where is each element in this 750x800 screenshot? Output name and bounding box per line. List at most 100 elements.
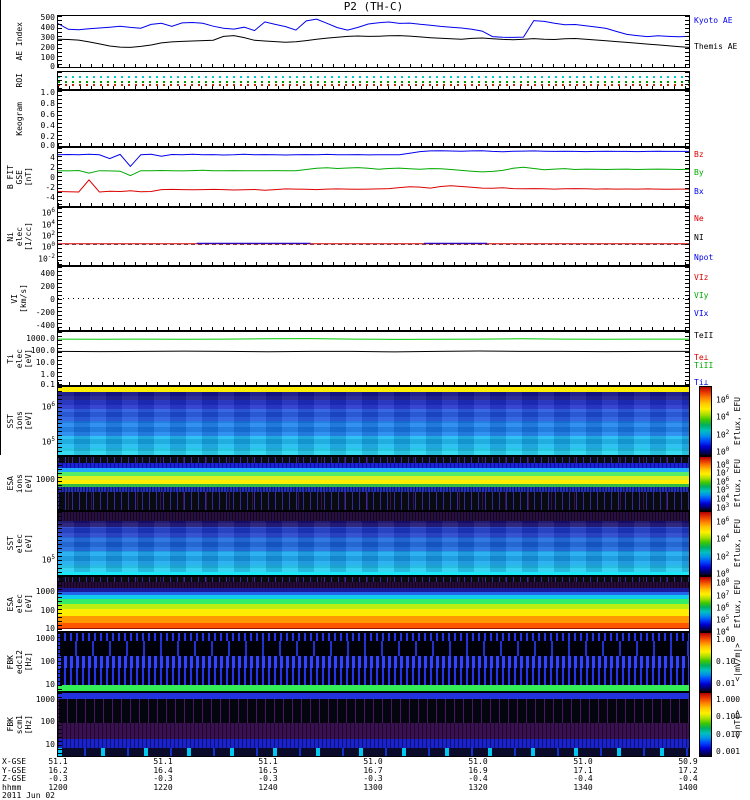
fbk-scm1-plot <box>57 692 690 757</box>
bfit-ytick: 0 <box>50 173 55 182</box>
temp-ytick: 1000.0 <box>26 334 55 344</box>
x-major-tick <box>0 235 1 240</box>
x-major-tick <box>0 255 1 260</box>
x-major-tick <box>0 245 1 250</box>
keogram-ytick: 1.0 <box>40 88 55 98</box>
sst-elec-band-2 <box>58 527 689 538</box>
x-major-tick <box>0 380 1 385</box>
sst-elec-axis-label-line: [eV] <box>23 533 33 554</box>
fbk-edc12-axis-label-line: FBK <box>5 654 15 670</box>
x-major-tick <box>0 450 1 455</box>
x-major-tick <box>0 330 1 335</box>
fbk-edc12-ytick: 1000 <box>35 634 55 643</box>
x-major-tick <box>0 240 1 245</box>
x-major-tick <box>0 130 1 135</box>
esa-ions-ytick: 1000 <box>35 475 55 485</box>
fbk-scm1-colorbar-unit: <|nT|> <box>733 692 742 757</box>
legend-VIz: VIz <box>694 273 709 283</box>
roi-plot <box>57 71 690 90</box>
keogram-ytick: 0.0 <box>40 141 55 151</box>
x-major-tick <box>0 165 1 170</box>
bfit-axis-label-line: [nT] <box>23 167 33 187</box>
esa-elec-colorbar-unit-text: Eflux, EFU <box>733 579 742 629</box>
esa-ions-band-4 <box>58 476 689 481</box>
fbk-edc12-colorbar-unit: <|mV/m|> <box>733 632 742 692</box>
x-major-tick <box>0 310 1 315</box>
bfit-axis-label-line: B FIT <box>5 164 15 190</box>
series-TiII <box>58 338 689 340</box>
x-major-tick <box>0 405 1 410</box>
axis-value-Y-GSE-6: 17.2 <box>678 765 698 775</box>
esa-ions-band-6 <box>58 484 689 488</box>
x-major-tick <box>0 355 1 360</box>
ni-ytick: 102 <box>41 229 55 241</box>
x-major-tick <box>0 195 1 200</box>
x-major-tick <box>0 95 1 100</box>
x-major-tick <box>0 60 1 65</box>
axis-value-Y-GSE-5: 17.1 <box>573 765 593 775</box>
x-major-tick <box>0 265 1 270</box>
esa-ions-colorbar-tick: 103 <box>716 501 730 513</box>
esa-ions-band-2 <box>58 468 689 473</box>
x-major-tick <box>0 75 1 80</box>
esa-elec-band-4 <box>58 595 689 600</box>
esa-elec-colorbar-unit: Eflux, EFU <box>733 576 742 632</box>
sst-ions-colorbar-tick: 106 <box>716 393 730 405</box>
axis-value-Z-GSE-4: -0.4 <box>468 774 488 783</box>
bfit-ytick: 4 <box>50 153 55 163</box>
temp-ytick: 1.0 <box>40 369 55 379</box>
x-major-tick <box>0 40 1 45</box>
x-major-tick <box>0 315 1 320</box>
x-major-tick <box>0 100 1 105</box>
x-major-tick <box>0 305 1 310</box>
fbk-scm1-axis-label-line: scm1 <box>14 714 24 735</box>
bfit-ytick: -4 <box>45 192 55 202</box>
axis-value-X-GSE-5: 51.0 <box>573 757 593 766</box>
x-major-tick <box>0 225 1 230</box>
roi-yticks-right <box>685 72 689 89</box>
esa-elec-band-5 <box>58 599 689 605</box>
x-major-tick <box>0 20 1 25</box>
sst-ions-axis-label: SST ions [eV] <box>2 386 36 456</box>
vi-lines <box>58 298 689 299</box>
vi-ytick: -200 <box>35 307 55 317</box>
sst-elec-band-6 <box>58 572 689 575</box>
fbk-edc12-axis-label: FBK edc12 [Hz] <box>2 632 36 692</box>
esa-ions-band-5 <box>58 480 689 484</box>
x-major-tick <box>0 150 1 155</box>
esa-ions-spectrogram <box>58 457 689 510</box>
roi-row-0 <box>58 75 689 78</box>
esa-ions-axis-label-line: [eV] <box>23 473 33 494</box>
temp-yticks-left <box>58 332 62 385</box>
legend-Npot: Npot <box>694 253 714 263</box>
sst-elec-axis-label-line: SST <box>5 536 15 551</box>
ae-ytick: 100 <box>40 52 55 62</box>
ae-axis-label: AE Index <box>2 15 36 68</box>
axis-value-hhmm-2: 1240 <box>258 782 278 792</box>
keogram-ytick: 0.2 <box>40 131 55 141</box>
esa-ions-band-8 <box>58 492 689 510</box>
vi-yticks-right <box>685 267 689 330</box>
sst-ions-band-6 <box>58 448 689 455</box>
temp-ytick: 100.0 <box>30 345 55 355</box>
x-major-tick <box>0 400 1 405</box>
sst-elec-ytick: 105 <box>41 553 55 565</box>
temp-ytick: 10.0 <box>35 357 55 367</box>
keogram-yticks-left <box>58 91 62 146</box>
fbk-scm1-band-4 <box>58 748 689 756</box>
x-major-tick <box>0 125 1 130</box>
esa-elec-band-6 <box>58 604 689 610</box>
sst-elec-plot <box>57 511 690 576</box>
esa-elec-band-3 <box>58 591 689 596</box>
sst-ions-plot <box>57 386 690 456</box>
x-major-tick <box>0 15 1 20</box>
fbk-edc12-band-2 <box>58 656 689 668</box>
temp-axis-label-line: Ti <box>5 353 15 364</box>
axis-value-Z-GSE-3: -0.3 <box>363 774 383 783</box>
sst-elec-band-3 <box>58 537 689 552</box>
esa-ions-colorbar-tick: 104 <box>716 493 730 504</box>
esa-elec-ytick: 1000 <box>35 587 55 597</box>
fbk-edc12-band-4 <box>58 685 689 691</box>
fbk-scm1-colorbar <box>699 692 712 757</box>
series-Kyoto AE <box>58 18 689 38</box>
